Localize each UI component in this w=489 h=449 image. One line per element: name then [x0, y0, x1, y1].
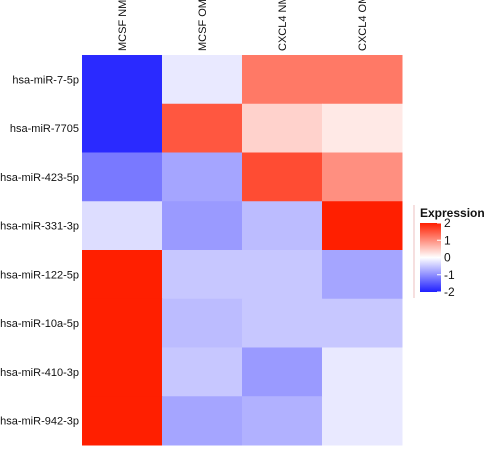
row-label: hsa-miR-7705 — [10, 123, 79, 135]
heatmap-cell — [82, 250, 163, 300]
row-label: hsa-miR-423-5p — [0, 172, 79, 184]
heatmap-cell — [322, 201, 403, 251]
heatmap-cell — [242, 201, 323, 251]
heatmap-cell — [242, 55, 323, 105]
column-label: MCSF NM — [117, 0, 129, 51]
heatmap-cell — [322, 396, 403, 446]
heatmap-cell — [322, 152, 403, 202]
heatmap-cell — [242, 250, 323, 300]
heatmap-cell — [242, 396, 323, 446]
heatmap-cell — [82, 347, 163, 397]
heatmap-cell — [162, 298, 243, 348]
row-label: hsa-miR-10a-5p — [0, 318, 79, 330]
legend-tick-label: 1 — [444, 233, 451, 247]
heatmap-cell — [162, 347, 243, 397]
heatmap-cell — [242, 347, 323, 397]
legend-color-bar — [420, 223, 441, 292]
legend-tick-label: -1 — [444, 268, 455, 282]
heatmap-cell — [242, 298, 323, 348]
column-label: CXCL4 NM — [277, 0, 289, 51]
heatmap-cell — [162, 152, 243, 202]
heatmap-cell — [82, 201, 163, 251]
heatmap-cell — [82, 152, 163, 202]
heatmap-cell — [162, 396, 243, 446]
heatmap-cell — [82, 103, 163, 153]
row-label: hsa-miR-122-5p — [0, 269, 79, 281]
legend-ticks: 2 1 0 -1 -2 — [437, 216, 455, 299]
heatmap-cell — [242, 103, 323, 153]
heatmap-cell — [322, 55, 403, 105]
heatmap-cell — [82, 55, 163, 105]
heatmap-cell — [162, 103, 243, 153]
legend-title: Expression — [420, 206, 485, 220]
heatmap-cell — [162, 201, 243, 251]
row-label: hsa-miR-7-5p — [12, 74, 79, 86]
legend-tick-label: 2 — [444, 216, 451, 230]
heatmap-cell — [322, 250, 403, 300]
heatmap-cell — [162, 55, 243, 105]
heatmap-cell — [242, 152, 323, 202]
column-labels: MCSF NM MCSF OM CXCL4 NM CXCL4 OM — [117, 0, 369, 51]
heatmap-cells — [82, 55, 403, 446]
heatmap-cell — [82, 298, 163, 348]
row-label: hsa-miR-410-3p — [0, 367, 79, 379]
heatmap-cell — [162, 250, 243, 300]
heatmap-cell — [322, 347, 403, 397]
column-label: CXCL4 OM — [357, 0, 369, 51]
column-label: MCSF OM — [197, 0, 209, 51]
legend-tick-label: -2 — [444, 285, 455, 299]
legend: Expression 2 1 0 -1 -2 — [413, 205, 485, 299]
row-label: hsa-miR-331-3p — [0, 221, 79, 233]
heatmap-cell — [322, 103, 403, 153]
row-labels: hsa-miR-7-5p hsa-miR-7705 hsa-miR-423-5p hs… — [0, 74, 79, 427]
row-label: hsa-miR-942-3p — [0, 416, 79, 428]
heatmap-cell — [322, 298, 403, 348]
heatmap-cell — [82, 396, 163, 446]
legend-tick-label: 0 — [444, 251, 451, 265]
